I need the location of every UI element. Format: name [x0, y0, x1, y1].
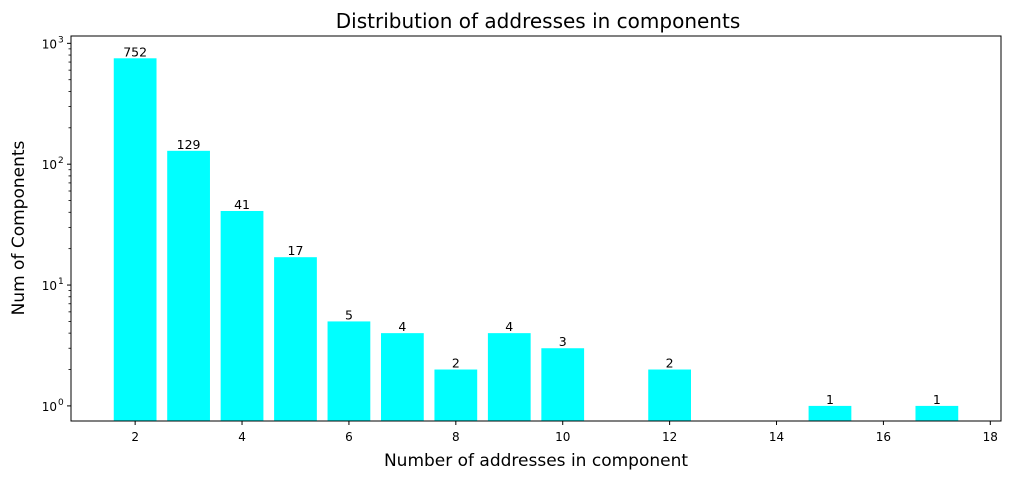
plot-frame: [70, 35, 1002, 422]
data-label-12: 2: [666, 356, 674, 371]
data-label-5: 17: [288, 243, 304, 258]
x-tick-label: 8: [452, 430, 460, 444]
y-tick-exponent: 2: [58, 156, 64, 166]
y-tick-label: 10: [42, 400, 57, 414]
x-tick-label: 4: [238, 430, 246, 444]
data-label-9: 4: [505, 319, 513, 334]
x-axis-label: Number of addresses in component: [384, 451, 688, 471]
data-label-6: 5: [345, 307, 353, 322]
y-axis-label: Num of Components: [9, 140, 29, 315]
data-label-17: 1: [933, 392, 941, 407]
x-tick-label: 18: [983, 430, 998, 444]
bar-5: [274, 257, 317, 421]
data-label-4: 41: [234, 197, 250, 212]
bar-10: [541, 348, 585, 421]
chart-title: Distribution of addresses in components: [336, 9, 740, 33]
bars-group: [113, 58, 959, 422]
bar-3: [167, 150, 210, 421]
bar-15: [808, 405, 852, 421]
bar-6: [327, 321, 371, 421]
bar-2: [113, 58, 157, 422]
data-label-3: 129: [177, 137, 201, 152]
data-label-10: 3: [559, 334, 567, 349]
y-tick-label: 10: [42, 158, 57, 172]
x-tick-label: 2: [131, 430, 139, 444]
bar-4: [220, 210, 264, 421]
y-tick-exponent: 3: [58, 35, 64, 45]
x-tick-label: 14: [769, 430, 784, 444]
bar-12: [648, 369, 691, 421]
y-tick-label: 10: [42, 279, 57, 293]
x-tick-label: 6: [345, 430, 353, 444]
x-axis-ticks: 2 4 6 8 10 12 14 16 18: [131, 421, 998, 444]
y-tick-label: 10: [42, 37, 57, 51]
x-tick-label: 16: [876, 430, 891, 444]
y-tick-exponent: 0: [58, 398, 64, 408]
x-tick-label: 12: [662, 430, 677, 444]
data-label-2: 752: [123, 44, 147, 59]
bar-17: [915, 405, 959, 421]
data-label-7: 4: [398, 319, 406, 334]
data-label-15: 1: [826, 392, 834, 407]
data-label-8: 2: [452, 356, 460, 371]
bar-9: [487, 333, 531, 421]
bar-7: [381, 333, 424, 421]
data-labels-group: 752 129 41 17 5 4 2 4 3 2 1 1: [123, 44, 941, 407]
x-tick-label: 10: [555, 430, 570, 444]
bar-8: [434, 369, 478, 421]
y-tick-exponent: 1: [58, 277, 64, 287]
